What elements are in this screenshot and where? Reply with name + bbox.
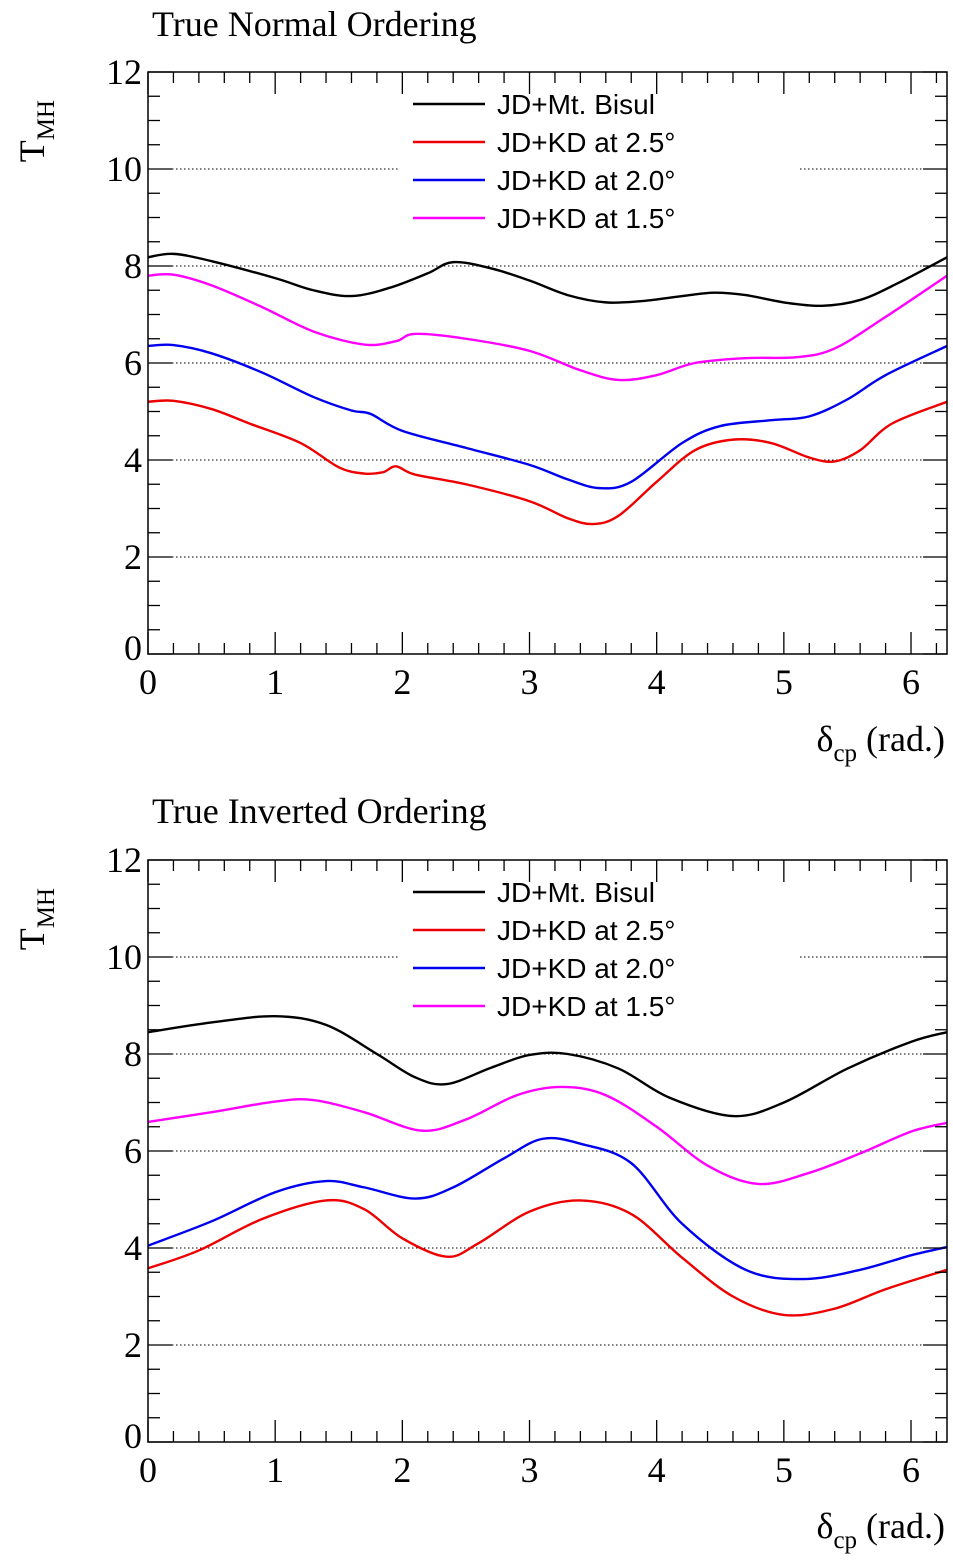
y-tick-label: 12 bbox=[106, 52, 142, 92]
x-tick-label: 5 bbox=[775, 1450, 793, 1490]
y-tick-label: 12 bbox=[106, 840, 142, 880]
x-tick-label: 6 bbox=[902, 1450, 920, 1490]
y-tick-label: 10 bbox=[106, 149, 142, 189]
x-tick-label: 5 bbox=[775, 662, 793, 702]
x-tick-label: 2 bbox=[393, 662, 411, 702]
x-tick-label: 6 bbox=[902, 662, 920, 702]
y-tick-label: 0 bbox=[124, 1416, 142, 1456]
legend-label: JD+KD at 1.5° bbox=[497, 991, 676, 1022]
legend-label: JD+KD at 2.0° bbox=[497, 165, 676, 196]
x-tick-label: 3 bbox=[521, 1450, 539, 1490]
y-tick-label: 6 bbox=[124, 1131, 142, 1171]
top-chart-panel: True Normal Ordering JD+Mt. Bisul JD+KD at… bbox=[12, 4, 948, 767]
series-line-3 bbox=[147, 1085, 948, 1186]
x-tick-label: 1 bbox=[266, 662, 284, 702]
legend-label: JD+KD at 2.0° bbox=[497, 953, 676, 984]
y-tick-label: 8 bbox=[124, 1034, 142, 1074]
x-tick-label: 0 bbox=[139, 1450, 157, 1490]
series-line-1 bbox=[147, 1198, 948, 1317]
legend-label: JD+Mt. Bisul bbox=[497, 877, 655, 908]
legend-label: JD+KD at 2.5° bbox=[497, 127, 676, 158]
legend-box bbox=[400, 82, 800, 242]
x-tick-label: 1 bbox=[266, 1450, 284, 1490]
x-axis-label: δcp (rad.) bbox=[816, 719, 945, 767]
x-tick-label: 0 bbox=[139, 662, 157, 702]
y-axis-label: TMH bbox=[12, 100, 60, 162]
legend-label: JD+Mt. Bisul bbox=[497, 89, 655, 120]
series-line-1 bbox=[147, 399, 948, 526]
series-line-2 bbox=[147, 343, 948, 490]
y-tick-label: 10 bbox=[106, 937, 142, 977]
x-tick-label: 4 bbox=[648, 1450, 666, 1490]
series-line-2 bbox=[147, 1136, 948, 1281]
y-tick-label: 2 bbox=[124, 1325, 142, 1365]
chart-title: True Normal Ordering bbox=[152, 4, 477, 44]
x-axis-label: δcp (rad.) bbox=[816, 1506, 945, 1554]
chart-title: True Inverted Ordering bbox=[152, 791, 487, 831]
series-line-0 bbox=[147, 1014, 948, 1118]
legend-label: JD+KD at 1.5° bbox=[497, 203, 676, 234]
y-axis-label: TMH bbox=[12, 888, 60, 950]
y-tick-label: 6 bbox=[124, 343, 142, 383]
x-tick-label: 2 bbox=[393, 1450, 411, 1490]
y-tick-label: 2 bbox=[124, 537, 142, 577]
y-tick-label: 4 bbox=[124, 1228, 142, 1268]
series-line-0 bbox=[147, 252, 948, 308]
x-tick-label: 4 bbox=[648, 662, 666, 702]
legend-label: JD+KD at 2.5° bbox=[497, 915, 676, 946]
y-tick-label: 0 bbox=[124, 628, 142, 668]
legend-box bbox=[400, 870, 800, 1030]
series-line-3 bbox=[147, 272, 948, 382]
bottom-chart-panel: True Inverted Ordering JD+Mt. Bisul JD+KD … bbox=[12, 791, 948, 1554]
x-tick-label: 3 bbox=[521, 662, 539, 702]
y-tick-label: 8 bbox=[124, 246, 142, 286]
y-tick-label: 4 bbox=[124, 440, 142, 480]
